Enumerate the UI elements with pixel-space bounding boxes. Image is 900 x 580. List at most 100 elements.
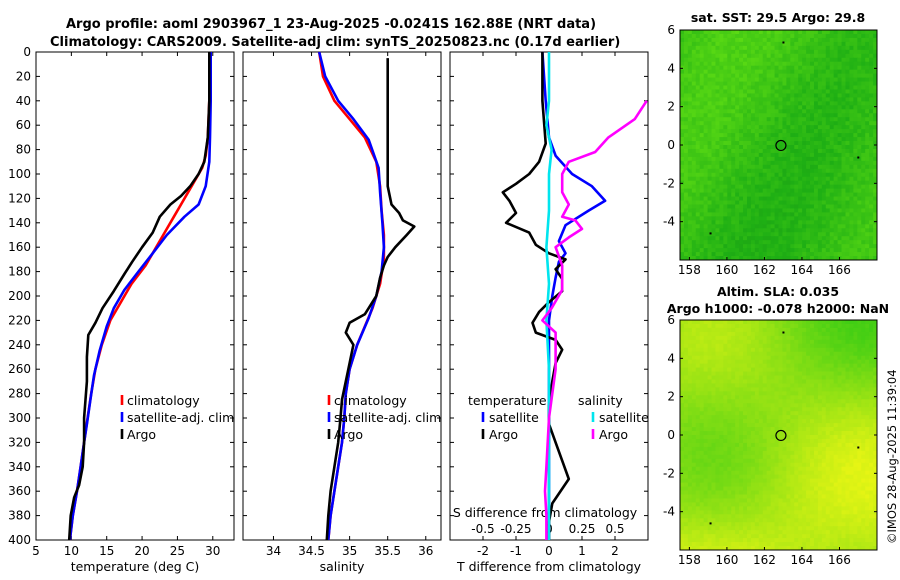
map-cell	[754, 53, 760, 59]
map-cell	[715, 462, 720, 468]
map-cell	[802, 152, 807, 158]
map-cell	[786, 109, 791, 114]
map-cell	[837, 224, 842, 229]
map-cell	[727, 156, 732, 162]
map-cell	[869, 89, 874, 94]
map-cell	[699, 65, 705, 71]
map-cell	[845, 156, 850, 162]
map-cell	[739, 152, 744, 158]
map-cell	[715, 49, 720, 55]
map-cell	[703, 438, 708, 444]
map-cell	[782, 208, 787, 213]
map-cell	[711, 152, 716, 158]
map-cell	[865, 435, 870, 440]
map-cell	[691, 335, 697, 341]
map-cell	[731, 395, 736, 400]
map-cell	[857, 240, 862, 245]
map-cell	[857, 152, 862, 158]
map-cell	[857, 121, 862, 126]
map-cell	[758, 228, 764, 233]
map-cell	[739, 164, 744, 170]
map-cell	[719, 129, 724, 134]
map-cell	[802, 109, 807, 114]
map-cell	[829, 208, 835, 213]
map-cell	[723, 403, 728, 408]
map-cell	[821, 101, 827, 106]
map-cell	[782, 403, 787, 408]
map-cell	[750, 375, 756, 380]
map-cell	[806, 450, 811, 456]
map-cell	[754, 180, 760, 186]
map-cell	[695, 248, 701, 253]
map-cell	[746, 431, 752, 436]
map-cell	[731, 256, 736, 261]
map-cell	[754, 387, 760, 392]
map-cell	[813, 93, 819, 98]
map-cell	[813, 450, 819, 456]
map-cell	[802, 168, 807, 174]
map-cell	[739, 41, 744, 47]
map-cell	[837, 101, 842, 106]
map-cell	[699, 85, 705, 90]
map-cell	[873, 220, 878, 225]
map-cell	[735, 339, 740, 345]
map-cell	[711, 399, 716, 404]
map-cell	[798, 335, 803, 341]
map-cell	[817, 65, 823, 71]
map-cell	[817, 208, 823, 213]
map-cell	[873, 212, 878, 217]
map-cell	[829, 442, 835, 448]
map-cell	[849, 57, 854, 63]
map-cell	[813, 343, 819, 349]
map-cell	[715, 152, 720, 158]
map-cell	[853, 446, 858, 452]
map-cell	[798, 152, 803, 158]
map-cell	[782, 423, 787, 428]
map-cell	[743, 196, 748, 201]
map-cell	[774, 387, 779, 392]
map-cell	[849, 61, 854, 67]
map-cell	[743, 33, 748, 39]
map-cell	[770, 335, 775, 341]
map-cell	[719, 427, 724, 432]
map-cell	[770, 220, 775, 225]
map-cell	[849, 458, 854, 464]
map-cell	[857, 192, 862, 197]
map-cell	[746, 407, 752, 412]
map-cell	[727, 323, 732, 329]
map-cell	[869, 371, 874, 376]
map-cell	[746, 435, 752, 440]
map-cell	[699, 335, 705, 341]
map-cell	[754, 407, 760, 412]
map-cell	[794, 379, 799, 384]
map-cell	[813, 156, 819, 162]
map-cell	[703, 427, 708, 432]
map-cell	[731, 200, 736, 205]
map-cell	[680, 33, 685, 39]
map-cell	[770, 446, 775, 452]
map-cell	[802, 387, 807, 392]
map-cell	[715, 363, 720, 368]
map-cell	[849, 252, 854, 257]
map-cell	[810, 137, 815, 142]
map-cell	[798, 45, 803, 51]
map-cell	[766, 256, 772, 261]
map-cell	[774, 117, 779, 122]
map-cell	[837, 320, 842, 325]
map-cell	[695, 152, 701, 158]
map-cell	[750, 431, 756, 436]
map-cell	[770, 85, 775, 90]
map-cell	[774, 320, 779, 325]
map-cell	[837, 335, 842, 341]
map-cell	[735, 204, 740, 209]
map-cell	[817, 69, 823, 75]
map-cell	[687, 343, 693, 349]
map-cell	[873, 431, 878, 436]
map-cell	[774, 109, 779, 114]
map-cell	[778, 256, 783, 261]
map-cell	[833, 30, 838, 35]
map-cell	[798, 236, 803, 241]
map-cell	[707, 41, 712, 47]
map-cell	[703, 172, 708, 178]
map-cell	[719, 81, 724, 86]
